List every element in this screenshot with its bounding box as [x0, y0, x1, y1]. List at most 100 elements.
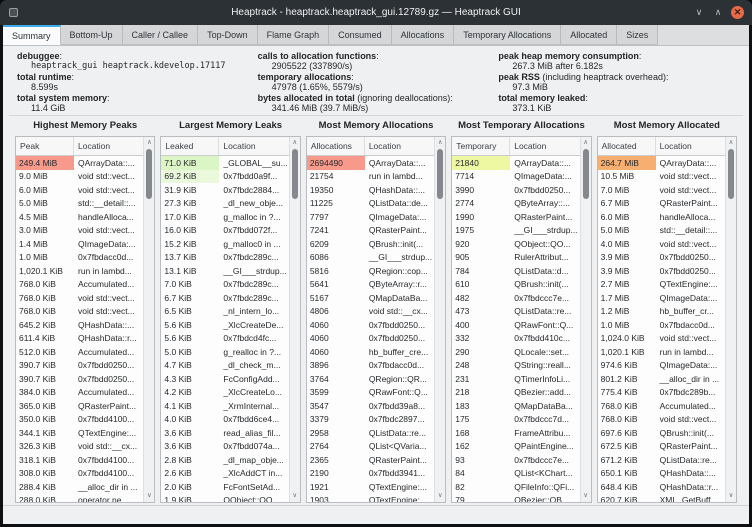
table-row[interactable]: 1.2 MiB hb_buffer_cr...	[597, 304, 726, 318]
scrollbar-thumb[interactable]	[437, 149, 444, 199]
table-row[interactable]: 390.7 KiB 0x7fbdd0250...	[16, 372, 144, 386]
table-row[interactable]: 4.3 KiB FcConfigAdd...	[161, 372, 289, 386]
table-row[interactable]: 326.3 KiB void std::__cx...	[16, 439, 144, 453]
table-row[interactable]: 610 QBrush::init(...	[452, 277, 580, 291]
column-header-leaked[interactable]: Leaked	[161, 137, 220, 155]
table-row[interactable]: 13.1 KiB __GI___strdup...	[161, 264, 289, 278]
table-row[interactable]: 784 QListData::d...	[452, 264, 580, 278]
table-row[interactable]: 21754 run in lambd...	[306, 169, 435, 183]
table-row[interactable]: 308.0 KiB 0x7fbdd4100...	[16, 466, 144, 480]
table-row[interactable]: 611.4 KiB QHashData::r...	[16, 331, 144, 345]
table-row[interactable]: 620.7 KiB XML_GetBuff...	[597, 493, 726, 502]
scroll-up-icon[interactable]: ∧	[147, 139, 152, 146]
table-row[interactable]: 1.4 MiB QImageData:...	[16, 237, 144, 251]
table-row[interactable]: 5.0 MiB std::__detail::...	[16, 196, 144, 210]
table-row[interactable]: 2774 QByteArray::...	[452, 196, 580, 210]
table-row[interactable]: 6086 __GI___strdup...	[306, 250, 435, 264]
table-row[interactable]: 390.7 KiB 0x7fbdd0250...	[16, 358, 144, 372]
column-header-location[interactable]: Location	[368, 141, 401, 151]
table-row[interactable]: 4060 hb_buffer_cre...	[306, 345, 435, 359]
table-row[interactable]: 4.2 KiB _XlcCreateLo...	[161, 385, 289, 399]
close-icon[interactable]: ✕	[731, 6, 744, 19]
table-row[interactable]: 1921 QTextEngine:...	[306, 480, 435, 494]
table-row[interactable]: 6.0 MiB handleAlloca...	[597, 210, 726, 224]
column-header-location[interactable]: Location	[78, 141, 111, 151]
scrollbar-thumb[interactable]	[728, 149, 735, 199]
table-row[interactable]: 332 0x7fbdd410c...	[452, 331, 580, 345]
table-row[interactable]: 168 FrameAttribu...	[452, 426, 580, 440]
column-header-peak[interactable]: Peak	[16, 137, 74, 155]
table-row[interactable]: 400 QRawFont::Q...	[452, 318, 580, 332]
table-row[interactable]: 288.0 KiB operator ne...	[16, 493, 144, 502]
table-row[interactable]: 350.0 KiB 0x7fbdd4100...	[16, 412, 144, 426]
table-row[interactable]: 84 QList<KChart...	[452, 466, 580, 480]
table-row[interactable]: 905 RulerAttribut...	[452, 250, 580, 264]
table-row[interactable]: 5816 QRegion::cop...	[306, 264, 435, 278]
table-row[interactable]: 7.0 MiB void std::vect...	[597, 183, 726, 197]
table-row[interactable]: 2958 QListData::re...	[306, 426, 435, 440]
table-row[interactable]: 645.2 KiB QHashData::...	[16, 318, 144, 332]
tab-consumed[interactable]: Consumed	[329, 25, 392, 45]
table-row[interactable]: 7797 QImageData:...	[306, 210, 435, 224]
table-row[interactable]: 5641 QByteArray::r...	[306, 277, 435, 291]
table-row[interactable]: 15.2 KiB g_malloc0 in ...	[161, 237, 289, 251]
table-row[interactable]: 768.0 KiB Accumulated...	[597, 399, 726, 413]
maximize-icon[interactable]: ∧	[714, 7, 722, 17]
table-row[interactable]: 10.5 MiB void std::vect...	[597, 169, 726, 183]
table-row[interactable]: 6.7 MiB QRasterPaint...	[597, 196, 726, 210]
column-header-location[interactable]: Location	[223, 141, 256, 151]
table-row[interactable]: 697.6 KiB QBrush::init(...	[597, 426, 726, 440]
table-row[interactable]: 4.5 MiB handleAlloca...	[16, 210, 144, 224]
table-row[interactable]: 768.0 KiB void std::vect...	[597, 412, 726, 426]
table-row[interactable]: 175 0x7fbdccc7d...	[452, 412, 580, 426]
table-row[interactable]: 6.5 KiB _nl_intern_lo...	[161, 304, 289, 318]
table-row[interactable]: 473 QListData::re...	[452, 304, 580, 318]
vertical-scrollbar[interactable]: ∧ ∨	[579, 137, 591, 502]
table-row[interactable]: 4.0 MiB void std::vect...	[597, 237, 726, 251]
table-row[interactable]: 27.3 KiB _dl_new_obje...	[161, 196, 289, 210]
table-row[interactable]: 218 QBezier::add...	[452, 385, 580, 399]
table-row[interactable]: 5167 QMapDataBa...	[306, 291, 435, 305]
table-row[interactable]: 1990 QRasterPaint...	[452, 210, 580, 224]
table-row[interactable]: 2694490 QArrayData::...	[306, 156, 435, 170]
table-row[interactable]: 4806 void std::__cx...	[306, 304, 435, 318]
table-row[interactable]: 5.6 KiB 0x7fbdcd4fc...	[161, 331, 289, 345]
table-row[interactable]: 7.0 KiB 0x7fbdc289c...	[161, 277, 289, 291]
tab-temporary-allocations[interactable]: Temporary Allocations	[454, 25, 562, 45]
scrollbar-thumb[interactable]	[582, 149, 589, 199]
table-row[interactable]: 71.0 KiB _GLOBAL__su...	[161, 156, 289, 170]
scroll-down-icon[interactable]: ∨	[583, 492, 588, 499]
table-row[interactable]: 13.7 KiB 0x7fbdc289c...	[161, 250, 289, 264]
table-row[interactable]: 365.0 KiB QRasterPaint...	[16, 399, 144, 413]
table-row[interactable]: 264.7 MiB QArrayData::...	[597, 156, 726, 170]
table-row[interactable]: 4060 0x7fbdd0250...	[306, 318, 435, 332]
title-bar[interactable]: Heaptrack - heaptrack.heaptrack_gui.1278…	[0, 0, 752, 25]
scroll-down-icon[interactable]: ∨	[728, 492, 734, 499]
table-row[interactable]: 671.2 KiB QListData::re...	[597, 453, 726, 467]
tab-top-down[interactable]: Top-Down	[198, 25, 258, 45]
table-row[interactable]: 512.0 KiB Accumulated...	[16, 345, 144, 359]
table-row[interactable]: 3.9 MiB 0x7fbdd0250...	[597, 264, 726, 278]
table-row[interactable]: 5.0 MiB std::__detail::...	[597, 223, 726, 237]
vertical-scrollbar[interactable]: ∧ ∨	[434, 137, 446, 502]
table-row[interactable]: 69.2 KiB 0x7fbdd0a9f...	[161, 169, 289, 183]
table-row[interactable]: 2190 0x7fbdd3941...	[306, 466, 435, 480]
table-row[interactable]: 2365 QRasterPaint...	[306, 453, 435, 467]
scroll-up-icon[interactable]: ∧	[728, 139, 734, 146]
table-row[interactable]: 6.7 KiB 0x7fbdc289c...	[161, 291, 289, 305]
vertical-scrollbar[interactable]: ∧ ∨	[725, 137, 737, 502]
table-row[interactable]: 2.6 KiB _XlcAddCT in...	[161, 466, 289, 480]
tab-allocated[interactable]: Allocated	[561, 25, 618, 45]
column-header-location[interactable]: Location	[514, 141, 547, 151]
table-row[interactable]: 248 QString::reall...	[452, 358, 580, 372]
table-row[interactable]: 79 QBezier::QB...	[452, 493, 580, 502]
tab-caller-callee[interactable]: Caller / Callee	[122, 25, 199, 45]
column-header-temporary[interactable]: Temporary	[452, 137, 511, 155]
table-row[interactable]: 249.4 MiB QArrayData::...	[16, 156, 144, 170]
table-row[interactable]: 768.0 KiB void std::vect...	[16, 291, 144, 305]
table-row[interactable]: 17.0 KiB g_malloc in ?...	[161, 210, 289, 224]
table-row[interactable]: 290 QLocale::set...	[452, 345, 580, 359]
table-row[interactable]: 1.0 MiB 0x7fbdacc0d...	[16, 250, 144, 264]
table-row[interactable]: 1,024.0 KiB void std::vect...	[597, 331, 726, 345]
scroll-up-icon[interactable]: ∧	[292, 139, 298, 146]
